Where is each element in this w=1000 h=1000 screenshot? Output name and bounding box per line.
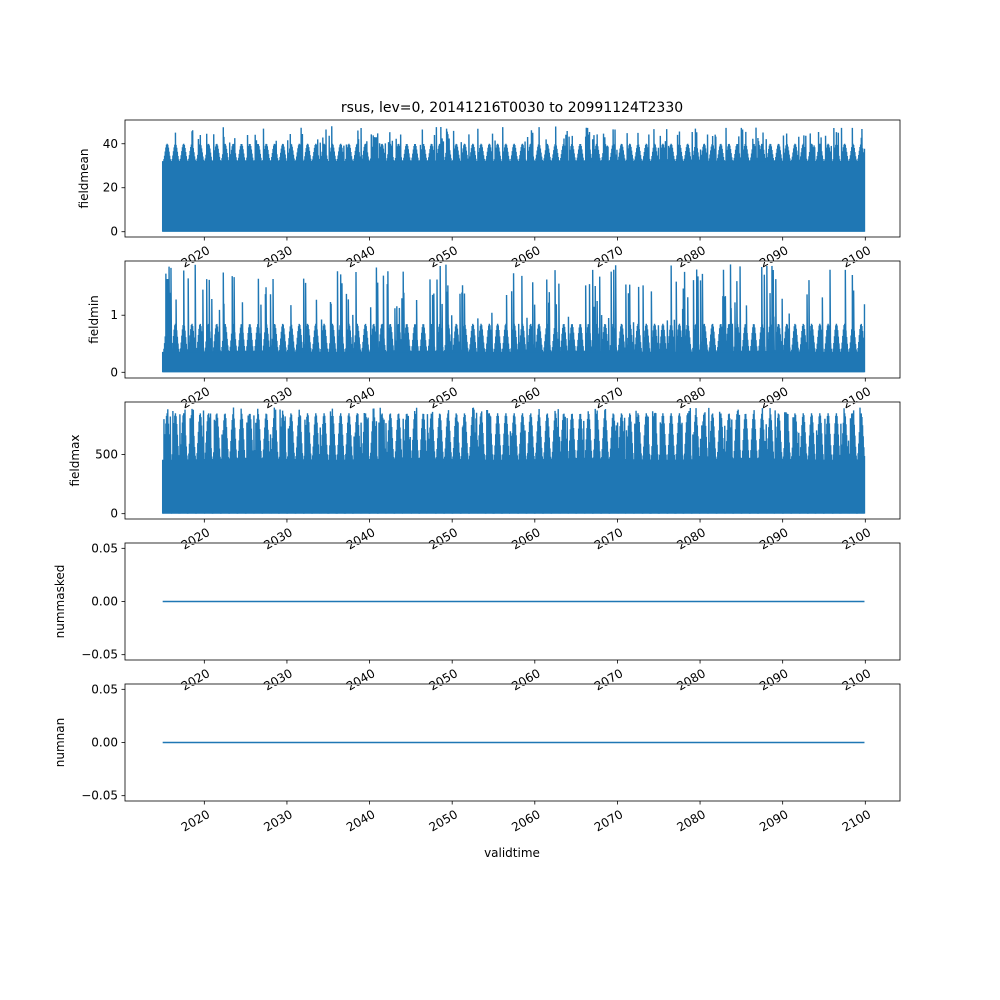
x-tick-label: 2090: [757, 384, 790, 411]
series-fill-fieldmean: [162, 161, 865, 232]
x-tick-label: 2030: [261, 666, 294, 693]
figure-title: rsus, lev=0, 20141216T0030 to 20991124T2…: [341, 100, 683, 116]
y-tick-label: 0: [110, 507, 118, 521]
y-tick-label: 0: [110, 365, 118, 379]
subplot-numnan: −0.05 0.00 0.05 numnan 2020 2030 2040 2050 2060 2…: [53, 682, 901, 834]
x-tick-label: 2090: [757, 243, 790, 270]
series-fill-fieldmax: [162, 460, 865, 514]
axes-frame: [124, 401, 901, 520]
x-tick-label: 2030: [261, 525, 294, 552]
x-tick-label: 2040: [344, 807, 377, 834]
x-tick-label: 2090: [757, 666, 790, 693]
y-tick-label: 20: [103, 181, 118, 195]
x-tick-label: 2060: [509, 666, 542, 693]
subplot-fieldmin: 0 1 fieldmin 2020 2030 2040 2050 2060 2070 2080 20…: [87, 260, 901, 411]
y-axis-label: nummasked: [53, 565, 67, 639]
x-tick-label: 2080: [674, 666, 707, 693]
x-tick-label: 2050: [427, 243, 460, 270]
y-tick-label: 0: [110, 225, 118, 239]
y-tick-label: −0.05: [81, 789, 118, 803]
overlap-guard: [124, 402, 901, 403]
x-tick-label: 2020: [179, 384, 212, 411]
overlap-guard: [124, 684, 901, 685]
y-tick-label: 40: [103, 137, 118, 151]
y-axis-label: fieldmean: [77, 149, 91, 209]
y-tick-label: 1: [110, 308, 118, 322]
x-tick-label: 2020: [179, 666, 212, 693]
x-tick-label: 2030: [261, 807, 294, 834]
x-tick-label: 2050: [427, 525, 460, 552]
x-tick-label: 2100: [840, 666, 873, 693]
x-tick-label: 2080: [674, 243, 707, 270]
x-axis-label: validtime: [484, 846, 540, 860]
x-tick-label: 2080: [674, 525, 707, 552]
x-tick-label: 2060: [509, 243, 542, 270]
x-tick-label: 2050: [427, 807, 460, 834]
x-tick-label: 2100: [840, 243, 873, 270]
y-tick-label: 0.05: [91, 541, 118, 555]
x-tick-label: 2040: [344, 384, 377, 411]
x-tick-label: 2070: [592, 243, 625, 270]
x-tick-label: 2070: [592, 384, 625, 411]
x-tick-label: 2070: [592, 807, 625, 834]
x-tick-label: 2090: [757, 807, 790, 834]
axes-frame: [124, 119, 901, 238]
x-tick-label: 2050: [427, 666, 460, 693]
x-tick-label: 2100: [840, 525, 873, 552]
x-tick-label: 2070: [592, 525, 625, 552]
x-tick-label: 2060: [509, 384, 542, 411]
x-tick-label: 2060: [509, 807, 542, 834]
axes-frame: [124, 260, 901, 379]
subplot-fieldmax: 0 500 fieldmax 2020 2030 2040 2050 2060 2070 2080…: [68, 401, 901, 552]
x-tick-label: 2020: [179, 525, 212, 552]
x-tick-label: 2040: [344, 666, 377, 693]
x-tick-label: 2090: [757, 525, 790, 552]
y-tick-label: 500: [95, 448, 118, 462]
y-tick-label: −0.05: [81, 648, 118, 662]
x-tick-label: 2100: [840, 807, 873, 834]
overlap-guard: [124, 261, 901, 262]
y-axis-label: fieldmax: [68, 434, 82, 486]
y-axis-label: numnan: [53, 718, 67, 767]
x-tick-label: 2020: [179, 807, 212, 834]
series-fill-fieldmin: [162, 352, 865, 373]
y-tick-label: 0.05: [91, 682, 118, 696]
x-tick-label: 2080: [674, 807, 707, 834]
overlap-guard: [124, 543, 901, 544]
x-tick-label: 2070: [592, 666, 625, 693]
y-axis-label: fieldmin: [87, 295, 101, 344]
x-tick-label: 2030: [261, 384, 294, 411]
x-tick-label: 2030: [261, 243, 294, 270]
y-tick-label: 0.00: [91, 595, 118, 609]
y-tick-label: 0.00: [91, 736, 118, 750]
x-tick-label: 2040: [344, 525, 377, 552]
x-tick-label: 2060: [509, 525, 542, 552]
x-tick-label: 2050: [427, 384, 460, 411]
x-tick-label: 2080: [674, 384, 707, 411]
x-tick-label: 2100: [840, 384, 873, 411]
x-tick-label: 2040: [344, 243, 377, 270]
subplot-nummasked: −0.05 0.00 0.05 nummasked 2020 2030 2040 2050 20…: [53, 541, 901, 693]
